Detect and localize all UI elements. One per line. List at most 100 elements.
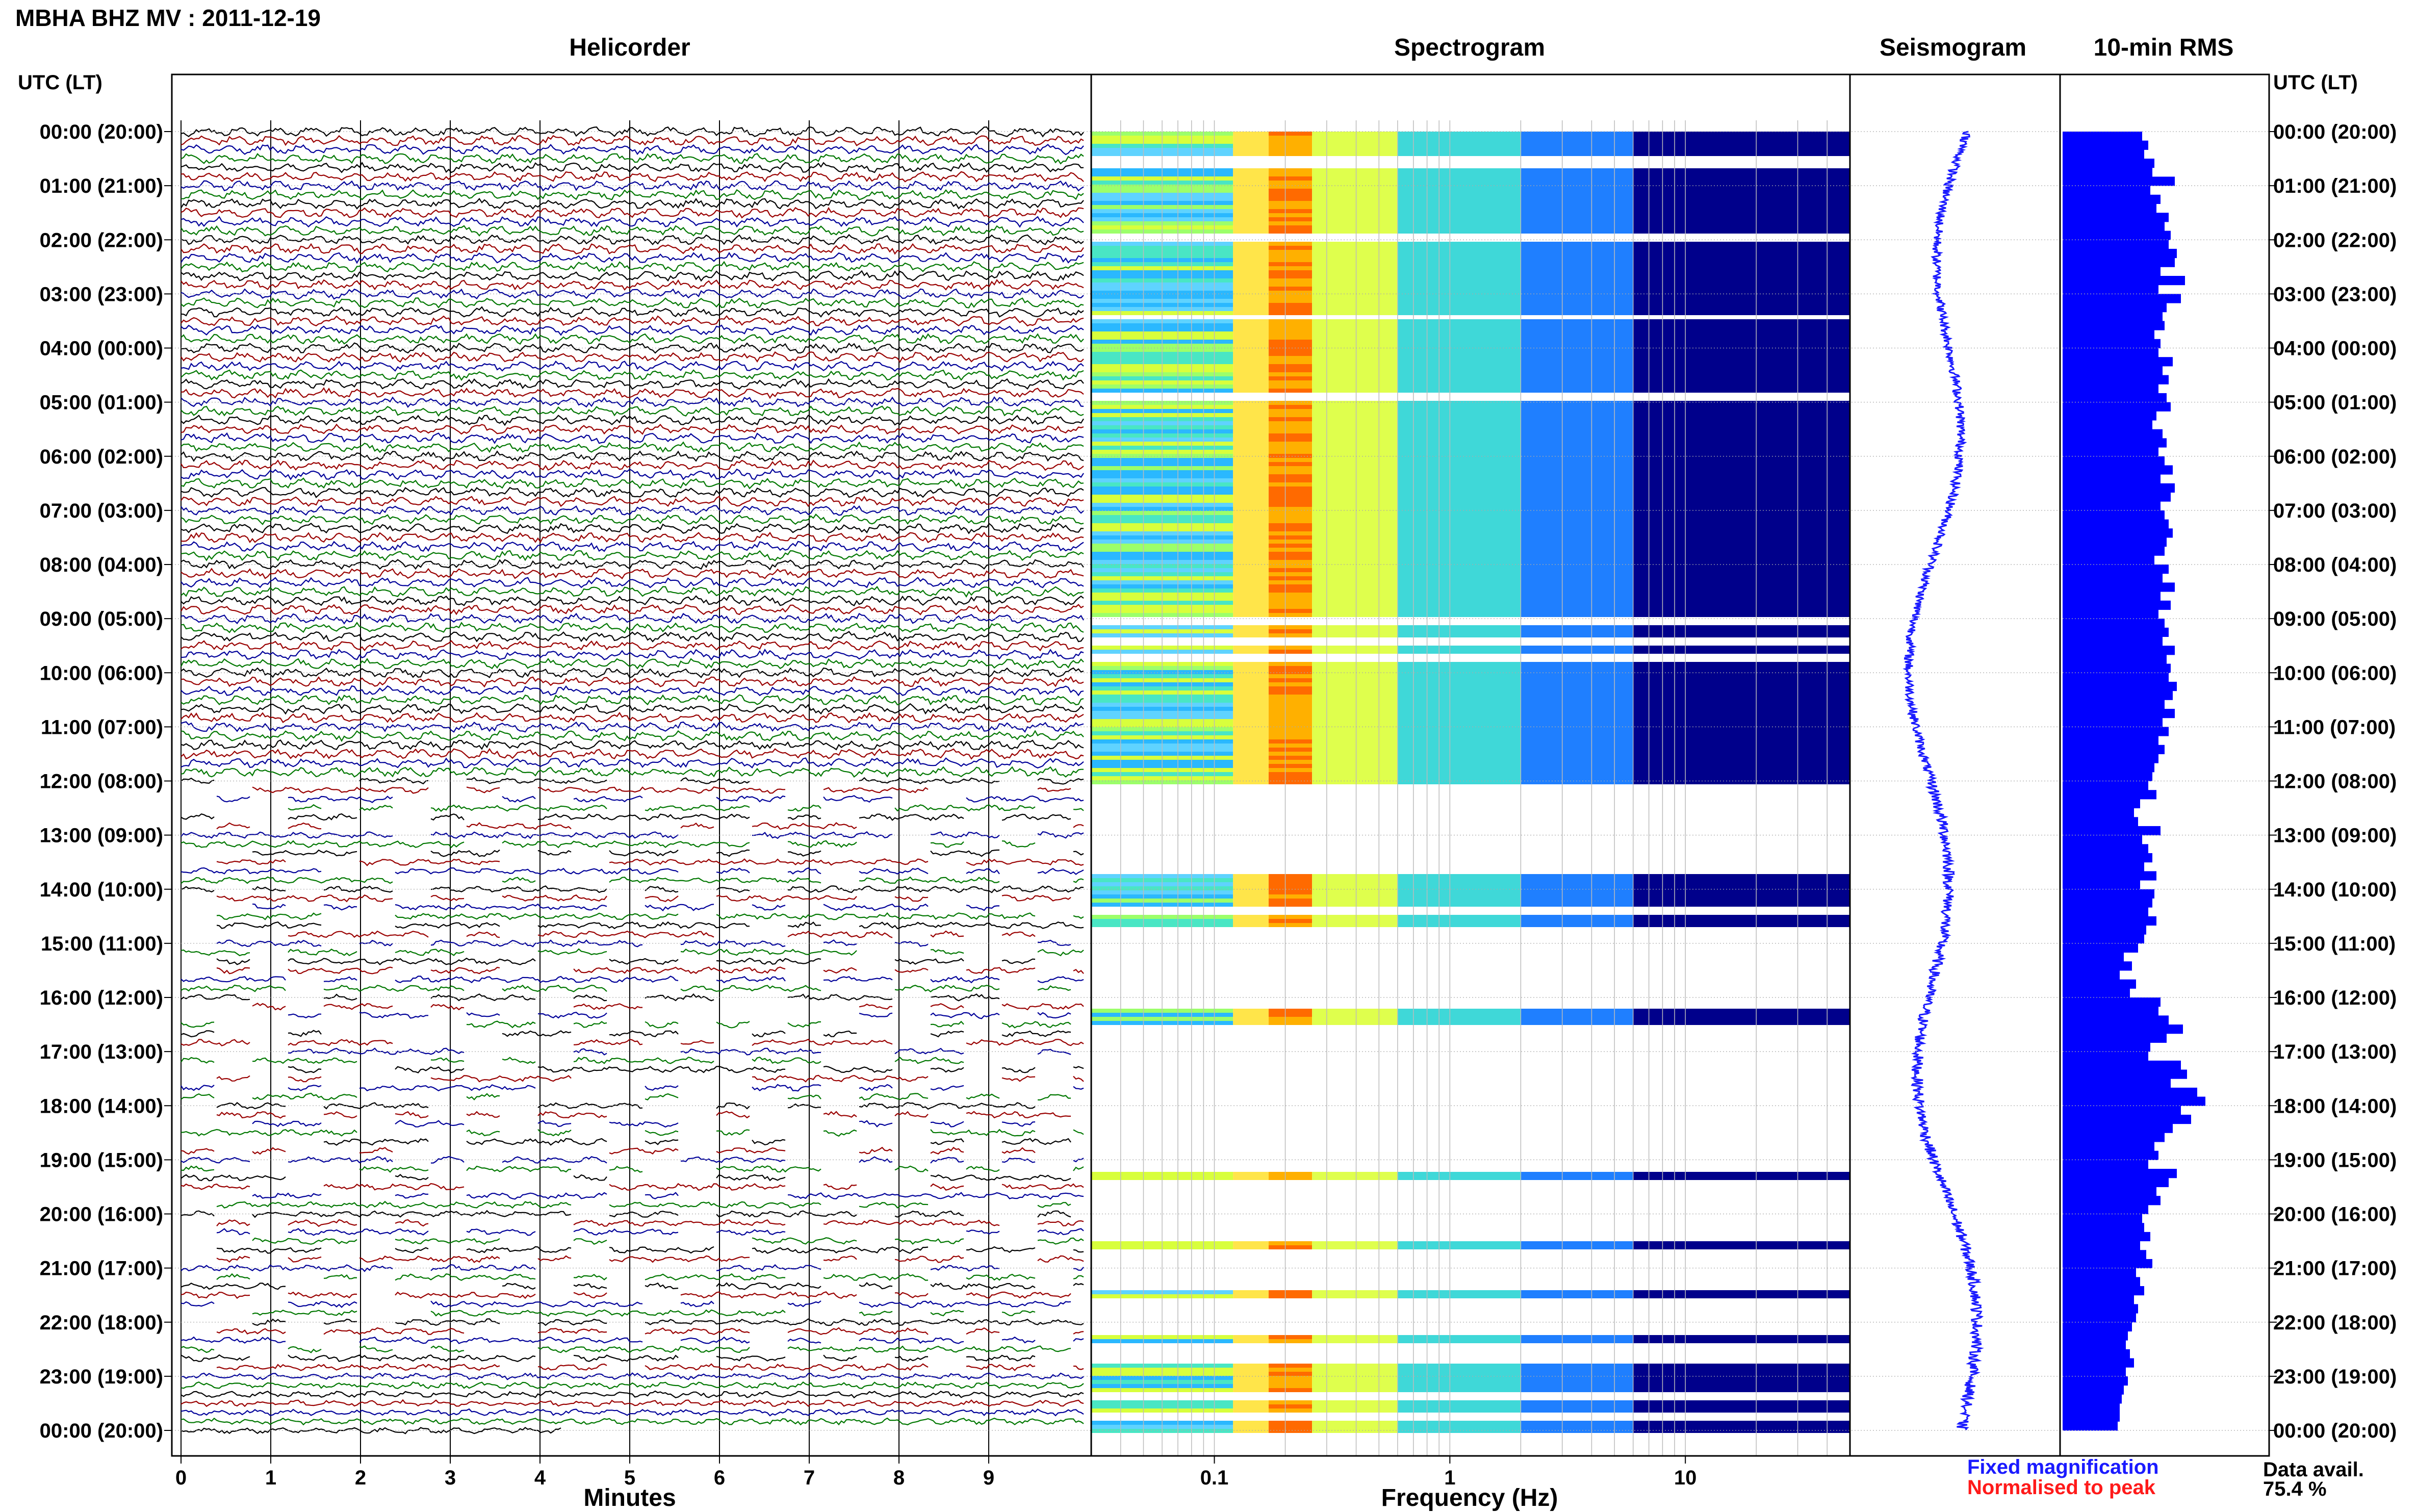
rms-bar	[2063, 817, 2138, 827]
spectrogram-cell	[1233, 168, 1269, 172]
spectrogram-cell	[1521, 1421, 1633, 1425]
spectrogram-cell	[1521, 503, 1633, 507]
spectrogram-cell	[1268, 919, 1313, 923]
helicorder-trace	[181, 676, 1084, 688]
spectrogram-row	[1091, 629, 1850, 633]
spectrogram-cell	[1521, 278, 1633, 283]
spectrogram-row	[1091, 1408, 1850, 1413]
spectrogram-cell	[1233, 242, 1269, 246]
spectrogram-cell	[1312, 299, 1398, 303]
spectrogram-cell	[1397, 515, 1521, 519]
spectrogram-cell	[1233, 731, 1269, 735]
spectrogram-cell	[1312, 515, 1398, 519]
spectrogram-cell	[1521, 1372, 1633, 1376]
legend-fixed-magnification: Fixed magnification	[1967, 1456, 2159, 1478]
spectrogram-cell	[1268, 421, 1313, 425]
spectrogram-cell	[1521, 262, 1633, 266]
spectrogram-cell	[1521, 756, 1633, 760]
spectrogram-cell	[1521, 576, 1633, 580]
spectrogram-cell	[1521, 507, 1633, 511]
spectrogram-cell	[1633, 303, 1850, 307]
helicorder-trace	[181, 486, 1084, 498]
spectrogram-row	[1091, 711, 1850, 715]
spectrogram-row	[1091, 1429, 1850, 1433]
spectrogram-cell	[1521, 690, 1633, 695]
spectrogram-row	[1091, 225, 1850, 229]
spectrogram-row	[1091, 132, 1850, 136]
spectrogram-row	[1091, 495, 1850, 499]
spectrogram-cell	[1633, 503, 1850, 507]
spectrogram-cell	[1633, 450, 1850, 454]
spectrogram-cell	[1268, 1013, 1313, 1017]
spectrogram-cell	[1521, 364, 1633, 368]
spectrogram-cell	[1233, 711, 1269, 715]
spectrogram-cell	[1233, 429, 1269, 433]
rms-bar	[2063, 1114, 2191, 1124]
spectrogram-cell	[1233, 1376, 1269, 1380]
helicorder-trace	[181, 595, 1084, 606]
spectrogram-cell	[1633, 274, 1850, 278]
spectrogram-cell	[1521, 552, 1633, 556]
spectrogram-cell	[1397, 503, 1521, 507]
spectrogram-cell	[1233, 209, 1269, 213]
helicorder-trace	[216, 921, 1084, 930]
spectrogram-cell	[1521, 168, 1633, 172]
spectrogram-cell	[1233, 772, 1269, 776]
spectrogram-cell	[1233, 491, 1269, 495]
spectrogram-cell	[1268, 181, 1313, 185]
spectrogram-row	[1091, 919, 1850, 923]
spectrogram-cell	[1312, 584, 1398, 588]
spectrogram-cell	[1521, 1368, 1633, 1372]
spectrogram-cell	[1312, 748, 1398, 752]
rms-bar	[2063, 681, 2177, 691]
spectrogram-cell	[1312, 899, 1398, 903]
spectrogram-cell	[1312, 531, 1398, 535]
spectrogram-cell	[1397, 548, 1521, 552]
spectrogram-cell	[1521, 303, 1633, 307]
spectrogram-cell	[1521, 372, 1633, 376]
spectrogram-row	[1091, 674, 1850, 678]
spectrogram-cell	[1268, 674, 1313, 678]
spectrogram-cell	[1268, 662, 1313, 666]
spectrogram-cell	[1268, 299, 1313, 303]
spectrogram-cell	[1633, 270, 1850, 274]
rms-bar	[2063, 772, 2152, 781]
spectrogram-cell	[1268, 225, 1313, 229]
spectrogram-cell	[1397, 258, 1521, 262]
spectrogram-cell	[1397, 221, 1521, 225]
spectrogram-cell	[1521, 629, 1633, 633]
spectrogram-cell	[1633, 176, 1850, 181]
spectrogram-cell	[1233, 246, 1269, 250]
spectrogram-cell	[1633, 690, 1850, 695]
spectrogram-row	[1091, 535, 1850, 540]
spectrogram-cell	[1397, 760, 1521, 764]
rms-bar	[2063, 248, 2177, 259]
rms-bar	[2063, 528, 2173, 538]
helicorder-trace	[181, 468, 1084, 480]
spectrogram-row	[1091, 176, 1850, 181]
spectrogram-cell	[1633, 189, 1850, 193]
spectrogram-cell	[1312, 287, 1398, 291]
utc-header-left: UTC (LT)	[18, 71, 102, 94]
spectrogram-cell	[1633, 462, 1850, 466]
spectrogram-row	[1091, 1290, 1850, 1294]
spectrogram-cell	[1633, 674, 1850, 678]
spectrogram-cell	[1521, 1380, 1633, 1384]
spectrogram-cell	[1268, 560, 1313, 564]
station-title: MBHA BHZ MV : 2011-12-19	[15, 5, 321, 31]
spectrogram-cell	[1268, 715, 1313, 719]
spectrogram-cell	[1233, 193, 1269, 197]
spectrogram-cell	[1312, 903, 1398, 907]
spectrogram-cell	[1397, 168, 1521, 172]
spectrogram-row	[1091, 352, 1850, 356]
spectrogram-cell	[1233, 299, 1269, 303]
spectrogram-cell	[1268, 650, 1313, 654]
spectrogram-cell	[1521, 564, 1633, 568]
spectrogram-cell	[1312, 197, 1398, 201]
spectrogram-cell	[1268, 580, 1313, 584]
spectrogram-cell	[1233, 593, 1269, 597]
spectrogram-cell	[1633, 568, 1850, 572]
spectrogram-cell	[1268, 242, 1313, 246]
time-label-left: 04:00 (00:00)	[40, 338, 163, 360]
spectrogram-cell	[1521, 527, 1633, 531]
